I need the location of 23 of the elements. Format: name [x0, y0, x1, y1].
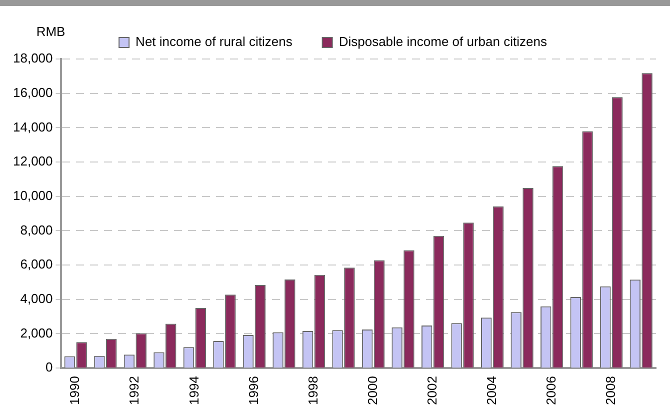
x-tick-label: 1994	[186, 376, 202, 405]
x-tick-label: 2006	[543, 376, 558, 405]
y-tick-label: 12,000	[12, 154, 53, 169]
y-tick-label: 4,000	[20, 290, 53, 306]
x-tick-label: 2004	[484, 376, 499, 405]
y-tick-label: 10,000	[12, 188, 53, 203]
x-tick-label: 2002	[424, 376, 440, 405]
legend-label: Disposable income of urban citizens	[338, 34, 548, 50]
legend-label: Net income of rural citizens	[136, 34, 293, 50]
y-tick-label: 0	[46, 360, 53, 375]
x-tick-label: 2008	[602, 376, 618, 405]
x-tick-label: 1992	[126, 376, 142, 405]
y-tick-label: 18,000	[12, 50, 53, 66]
x-tick-label: 1990	[67, 376, 82, 405]
y-tick-label: 14,000	[12, 119, 53, 134]
x-tick-label: 1998	[305, 376, 320, 405]
x-tick-label: 2000	[364, 376, 380, 405]
x-tick-label: 1996	[246, 376, 261, 405]
y-tick-label: 2,000	[20, 325, 53, 340]
y-axis-title: RMB	[36, 24, 66, 40]
y-tick-label: 8,000	[20, 222, 53, 238]
y-tick-label: 16,000	[12, 84, 53, 100]
y-tick-label: 6,000	[20, 256, 53, 272]
